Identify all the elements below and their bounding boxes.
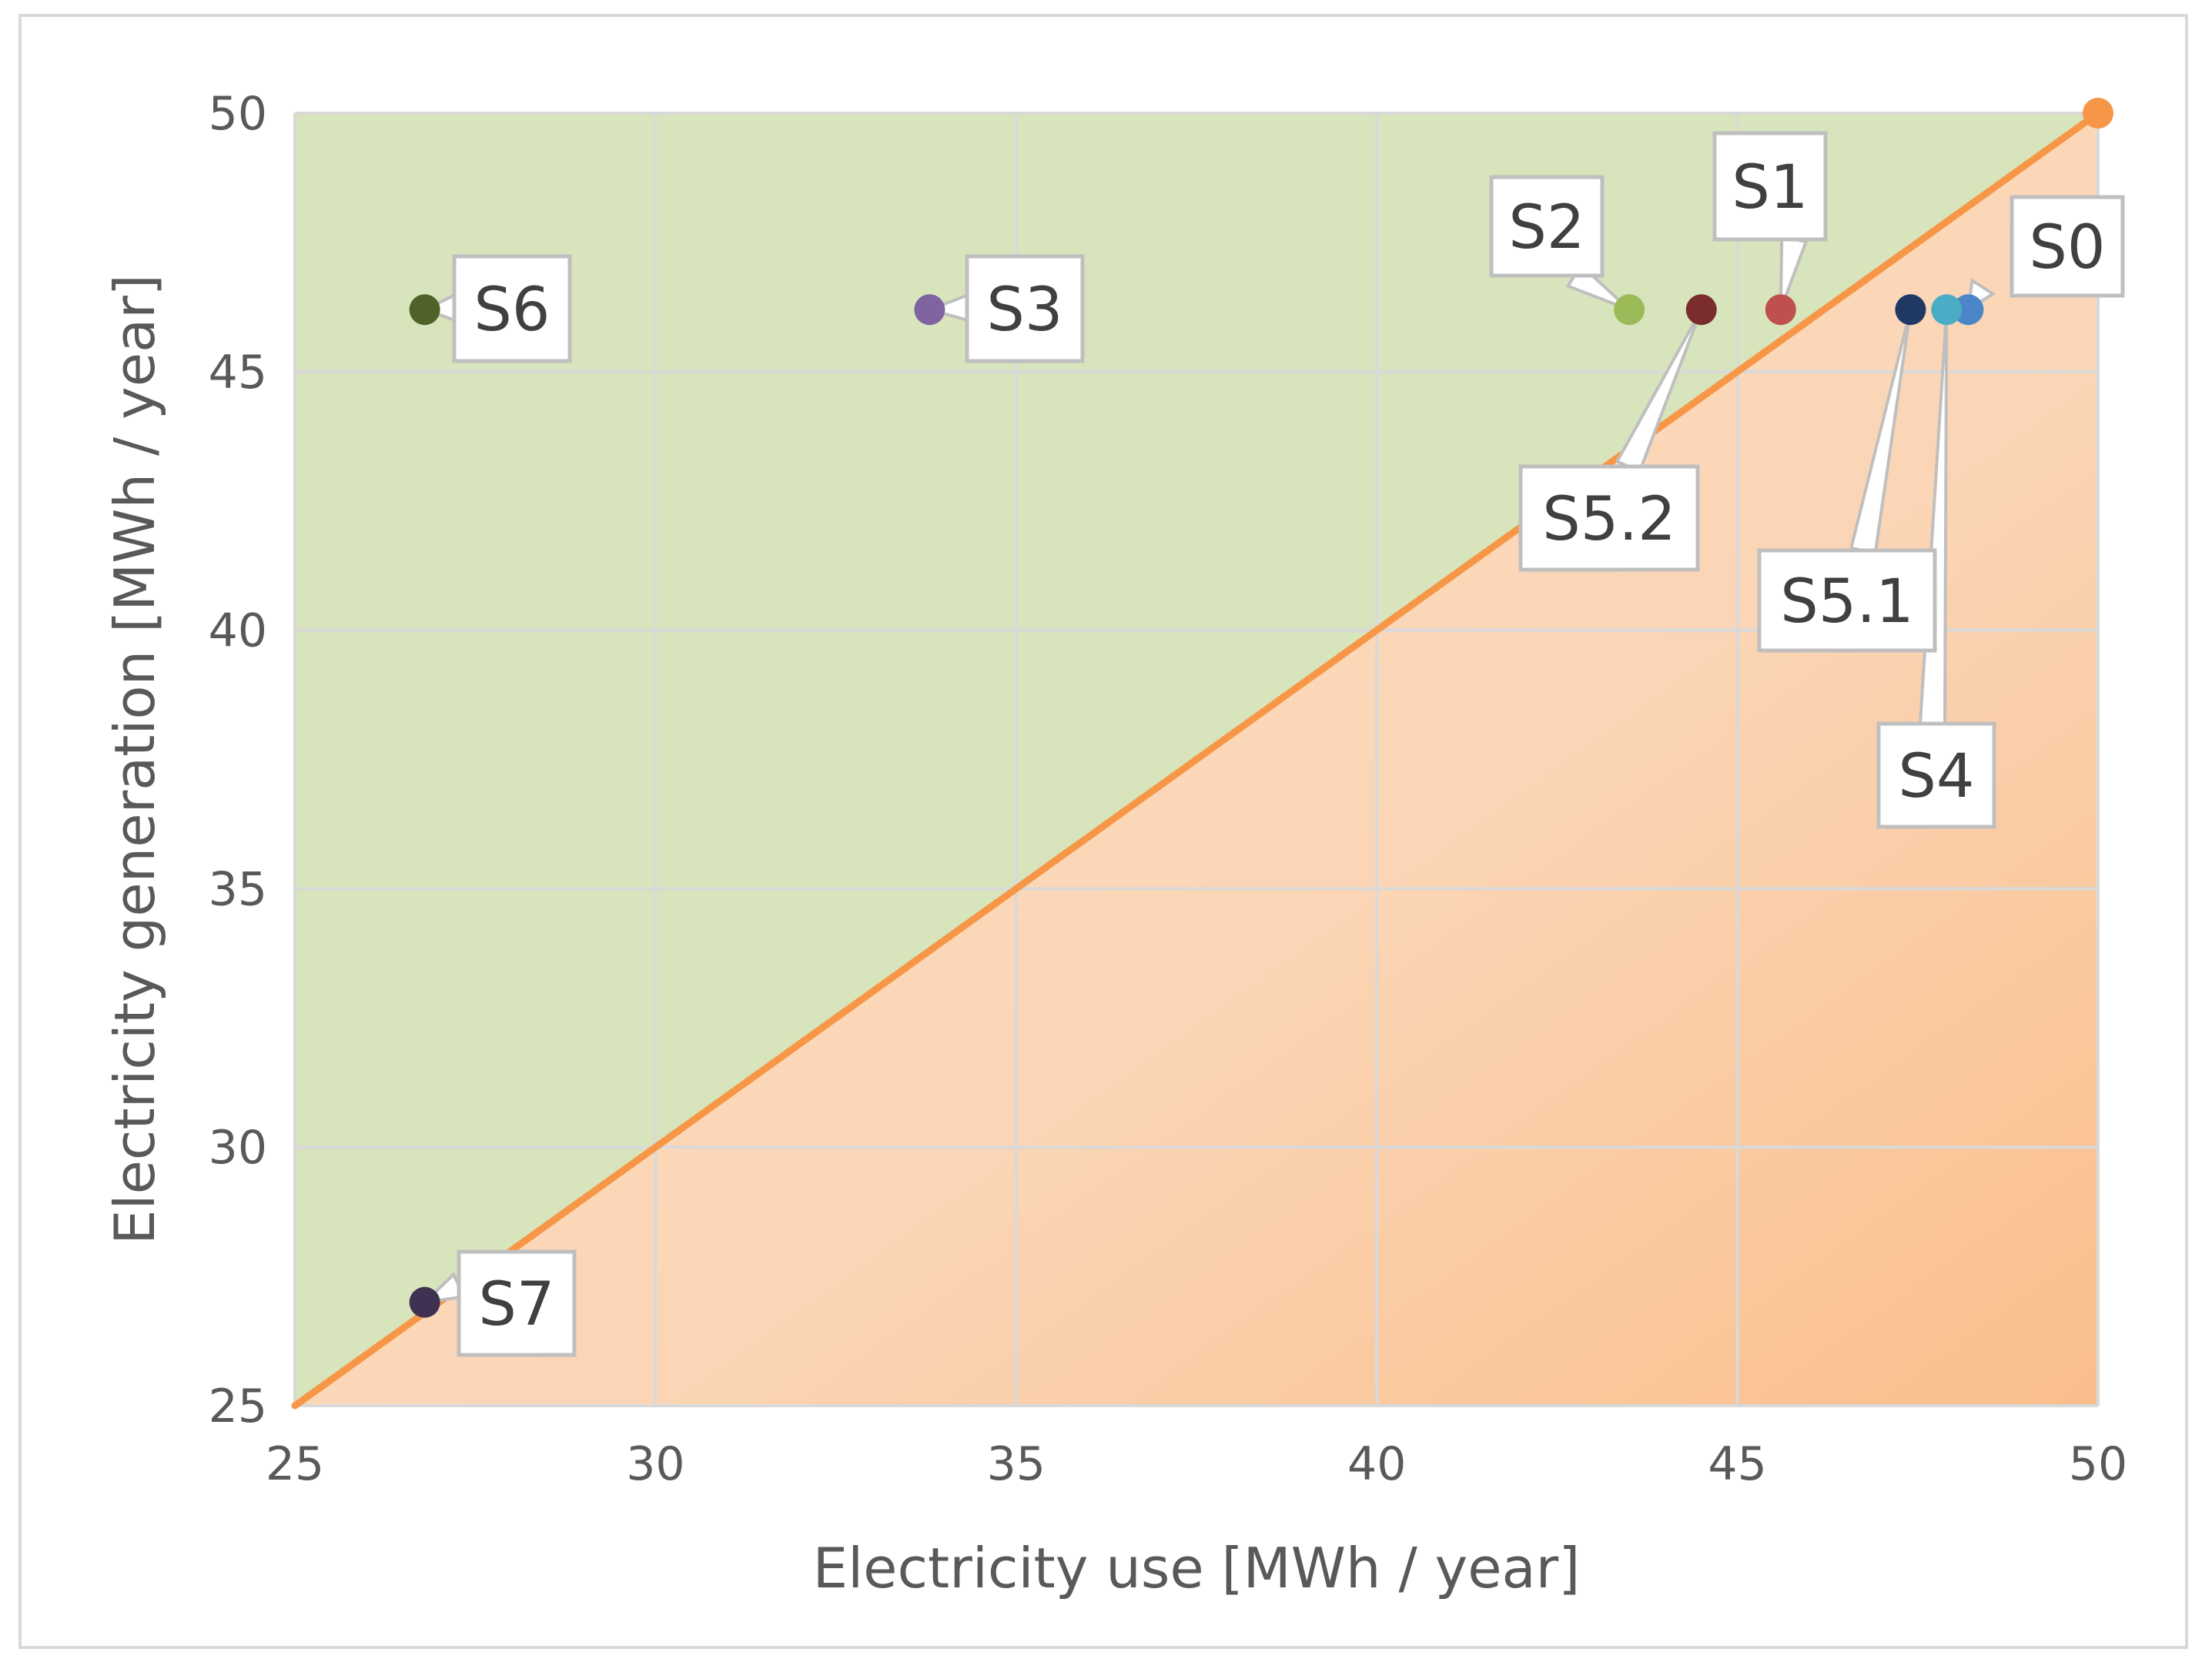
point-label-box bbox=[2010, 195, 2125, 298]
x-tick-label: 45 bbox=[1708, 1437, 1766, 1491]
point-label: S0 bbox=[2029, 213, 2105, 283]
point-label-box bbox=[1876, 721, 1996, 829]
data-point bbox=[409, 294, 440, 326]
point-label-box bbox=[1757, 548, 1937, 653]
data-point bbox=[2083, 98, 2113, 129]
y-tick-label: 50 bbox=[209, 87, 267, 141]
point-label: S5.1 bbox=[1780, 567, 1914, 637]
x-tick-label: 35 bbox=[987, 1437, 1046, 1491]
y-tick-label: 30 bbox=[209, 1121, 267, 1175]
y-tick-label: 40 bbox=[209, 604, 267, 658]
point-label-box bbox=[1489, 175, 1605, 278]
point-label: S7 bbox=[478, 1270, 554, 1340]
point-label: S6 bbox=[474, 276, 550, 345]
point-label: S1 bbox=[1732, 153, 1808, 222]
data-point bbox=[1765, 294, 1796, 326]
point-label-box bbox=[1518, 464, 1700, 572]
point-label: S4 bbox=[1898, 742, 1974, 811]
x-tick-label: 30 bbox=[626, 1437, 684, 1491]
data-point bbox=[1931, 294, 1963, 326]
reference-line bbox=[291, 109, 2102, 1410]
x-tick-label: 40 bbox=[1347, 1437, 1406, 1491]
data-point bbox=[1953, 294, 1984, 326]
point-label: S2 bbox=[1508, 193, 1585, 263]
data-point bbox=[409, 1286, 440, 1318]
point-label-box bbox=[457, 1249, 577, 1357]
point-label-box bbox=[452, 254, 572, 363]
point-label: S3 bbox=[986, 276, 1062, 345]
y-tick-label: 25 bbox=[209, 1380, 267, 1433]
data-point bbox=[1685, 294, 1717, 326]
point-label: S5.2 bbox=[1542, 485, 1676, 554]
data-point bbox=[1895, 294, 1926, 326]
x-axis-title: Electricity use [MWh / year] bbox=[813, 1536, 1581, 1600]
point-label-box bbox=[1712, 131, 1828, 242]
x-tick-label: 50 bbox=[2069, 1437, 2127, 1491]
x-tick-label: 25 bbox=[266, 1437, 324, 1491]
y-axis-title: Electricity generation [MWh / year] bbox=[102, 274, 167, 1245]
y-tick-label: 35 bbox=[209, 862, 267, 916]
y-tick-label: 45 bbox=[209, 346, 267, 400]
point-label-box bbox=[965, 254, 1085, 363]
data-point bbox=[1614, 294, 1645, 326]
data-point bbox=[914, 294, 945, 326]
